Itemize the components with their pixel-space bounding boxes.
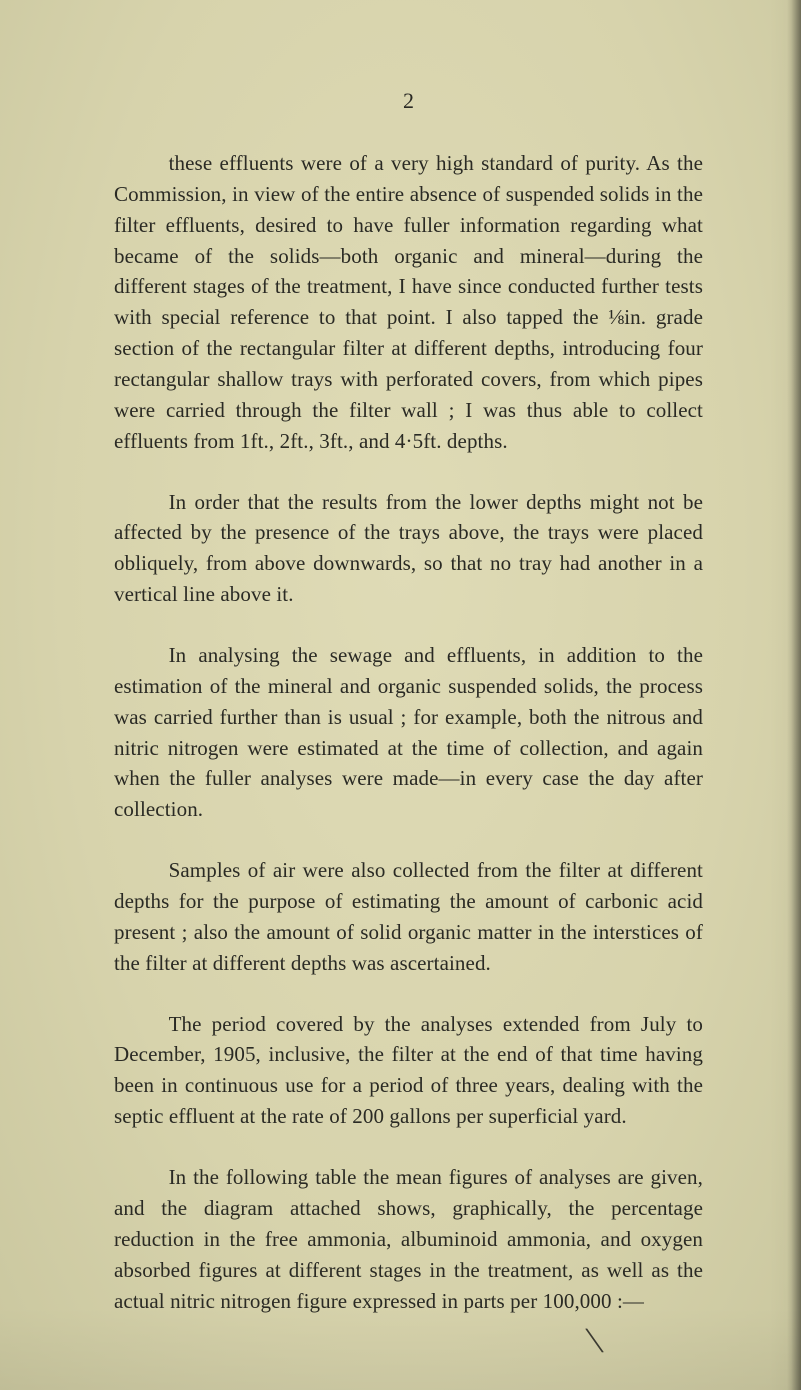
body-paragraph: In analysing the sewage and effluents, i… [114, 640, 703, 825]
body-paragraph: In the following table the mean figures … [114, 1162, 703, 1316]
body-paragraph: The period covered by the analyses exten… [114, 1009, 703, 1132]
document-page: 2 these effluents were of a very high st… [0, 0, 801, 1390]
body-paragraph: In order that the results from the lower… [114, 487, 703, 610]
body-paragraph: Samples of air were also collected from … [114, 855, 703, 978]
body-paragraph: these effluents were of a very high stan… [114, 148, 703, 457]
stray-mark-icon: ╲ [586, 1327, 603, 1355]
page-number: 2 [114, 88, 703, 114]
